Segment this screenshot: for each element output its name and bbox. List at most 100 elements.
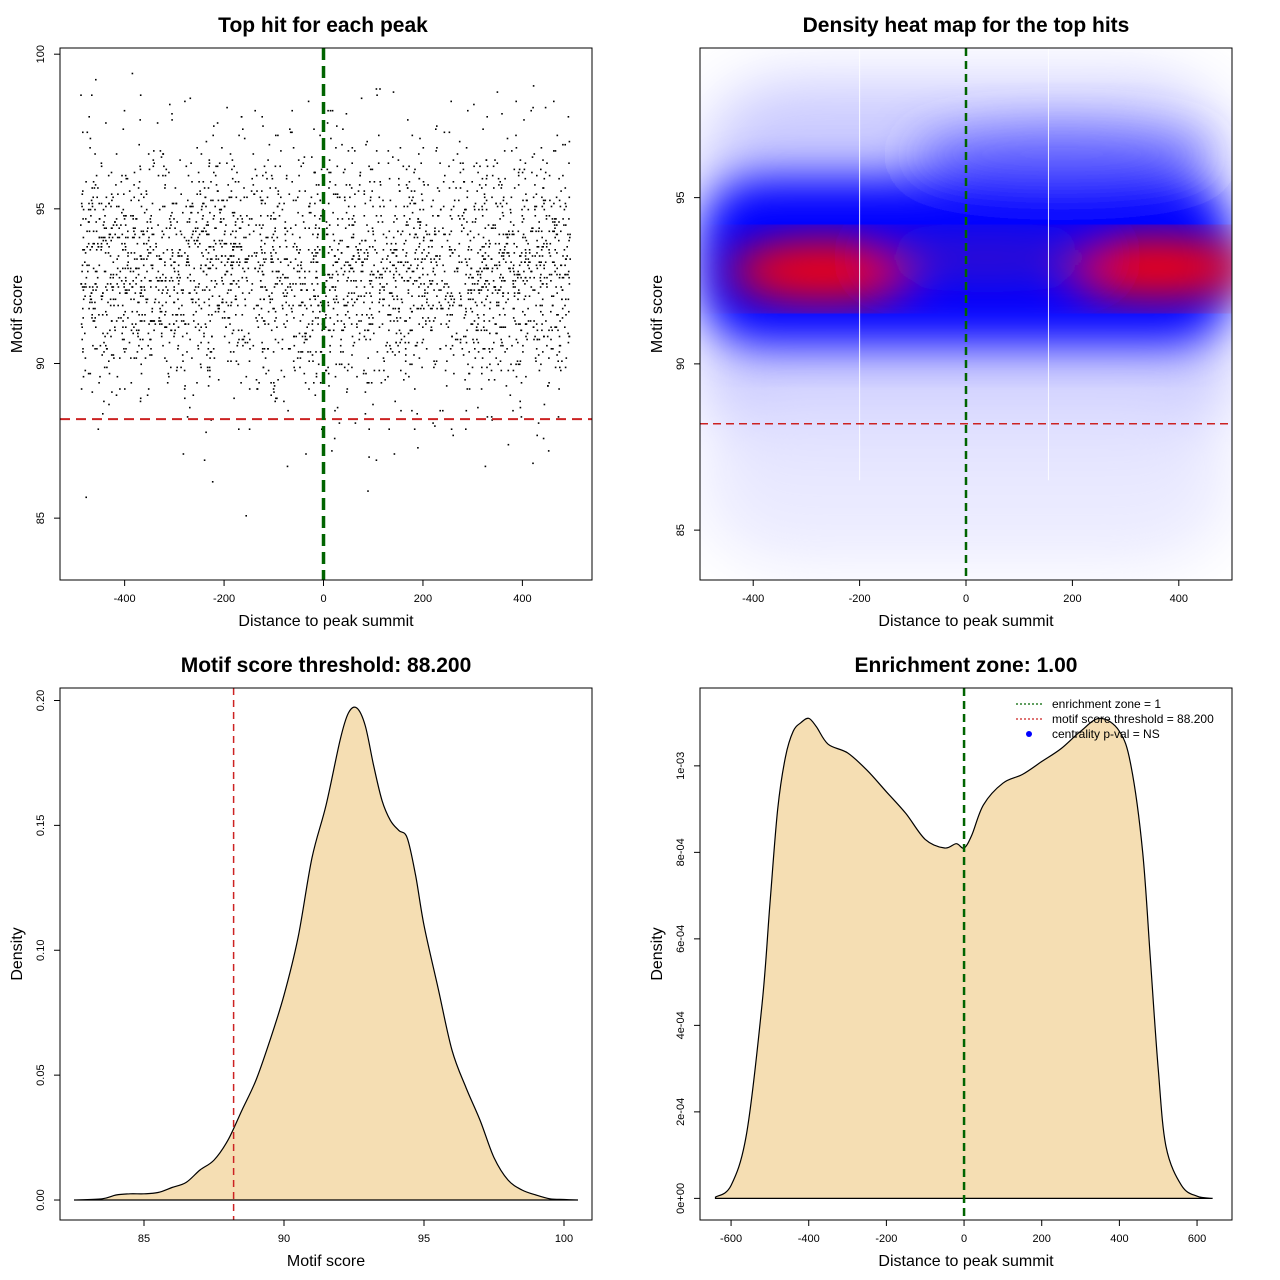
scatter-point [378, 310, 381, 313]
scatter-point [95, 221, 97, 223]
scatter-point [168, 218, 171, 220]
scatter-point [121, 174, 123, 177]
scatter-point [529, 261, 531, 263]
scatter-point [189, 205, 191, 208]
scatter-point [509, 270, 512, 273]
scatter-point [502, 307, 505, 310]
scatter-point [177, 273, 180, 276]
scatter-point [270, 218, 272, 220]
scatter-point [227, 360, 229, 362]
scatter-point [291, 181, 293, 183]
scatter-point [216, 165, 219, 168]
scatter-point [101, 314, 104, 316]
scatter-point [422, 317, 424, 319]
scatter-point [231, 230, 234, 233]
scatter-point [449, 348, 452, 350]
scatter-point [569, 258, 571, 260]
scatter-point [139, 295, 142, 297]
scatter-point [539, 304, 542, 307]
scatter-point [397, 261, 399, 263]
scatter-point [283, 375, 286, 378]
scatter-point [142, 295, 144, 297]
scatter-point [361, 264, 364, 267]
scatter-point [177, 252, 180, 254]
scatter-point [207, 369, 209, 372]
scatter-point [170, 264, 173, 267]
scatter-point [325, 295, 327, 297]
scatter-point [499, 326, 501, 328]
scatter-point [287, 264, 290, 267]
scatter-point [133, 184, 135, 186]
scatter-point [136, 258, 138, 260]
scatter-point [549, 255, 552, 257]
scatter-point [94, 153, 96, 155]
scatter-point [467, 292, 469, 294]
scatter-point [85, 496, 87, 499]
plot-frame [699, 47, 1233, 581]
scatter-point [148, 323, 150, 325]
scatter-point [331, 273, 334, 276]
scatter-point [541, 323, 543, 325]
scatter-points [80, 72, 571, 517]
scatter-point [173, 332, 176, 335]
scatter-point [285, 276, 287, 279]
scatter-point [289, 286, 292, 288]
scatter-point [567, 273, 569, 276]
scatter-point [483, 267, 485, 270]
scatter-point [514, 286, 516, 288]
scatter-point [379, 205, 381, 208]
scatter-point [368, 280, 371, 282]
scatter-point [522, 199, 524, 202]
scatter-point [239, 215, 242, 217]
scatter-point [487, 289, 489, 291]
scatter-point [203, 332, 205, 335]
scatter-point [286, 292, 289, 294]
scatter-point [512, 280, 514, 282]
scatter-point [274, 227, 276, 229]
scatter-point [231, 264, 234, 267]
scatter-point [190, 236, 193, 239]
scatter-point [564, 273, 566, 276]
scatter-point [208, 289, 211, 291]
scatter-point [564, 143, 566, 146]
scatter-point [91, 94, 93, 96]
scatter-point [104, 236, 106, 239]
scatter-point [261, 351, 264, 353]
scatter-point [477, 280, 480, 282]
scatter-point [112, 298, 115, 301]
scatter-point [197, 246, 199, 248]
scatter-point [219, 242, 222, 245]
scatter-point [138, 267, 140, 270]
scatter-point [91, 205, 94, 208]
scatter-point [366, 224, 368, 226]
scatter-point [124, 292, 127, 294]
scatter-point [117, 317, 120, 319]
scatter-point [111, 236, 114, 239]
scatter-point [336, 261, 339, 263]
scatter-point [205, 205, 207, 208]
scatter-point [162, 344, 164, 347]
scatter-point [264, 286, 266, 288]
scatter-point [458, 292, 461, 294]
scatter-point [297, 211, 299, 214]
scatter-point [508, 267, 510, 270]
scatter-point [446, 283, 448, 285]
scatter-point [169, 221, 172, 223]
scatter-point [371, 301, 373, 304]
scatter-point [139, 400, 142, 403]
scatter-point [372, 273, 374, 276]
scatter-point [451, 295, 454, 297]
scatter-point [95, 174, 98, 177]
scatter-point [257, 326, 260, 328]
scatter-point [189, 406, 191, 409]
scatter-point [454, 338, 457, 341]
scatter-point [501, 184, 503, 186]
scatter-point [319, 301, 322, 304]
scatter-point [296, 246, 298, 248]
scatter-point [109, 283, 112, 285]
scatter-point [484, 258, 487, 260]
scatter-point [315, 255, 317, 257]
scatter-point [193, 267, 195, 270]
scatter-point [98, 314, 100, 316]
scatter-point [140, 230, 143, 233]
